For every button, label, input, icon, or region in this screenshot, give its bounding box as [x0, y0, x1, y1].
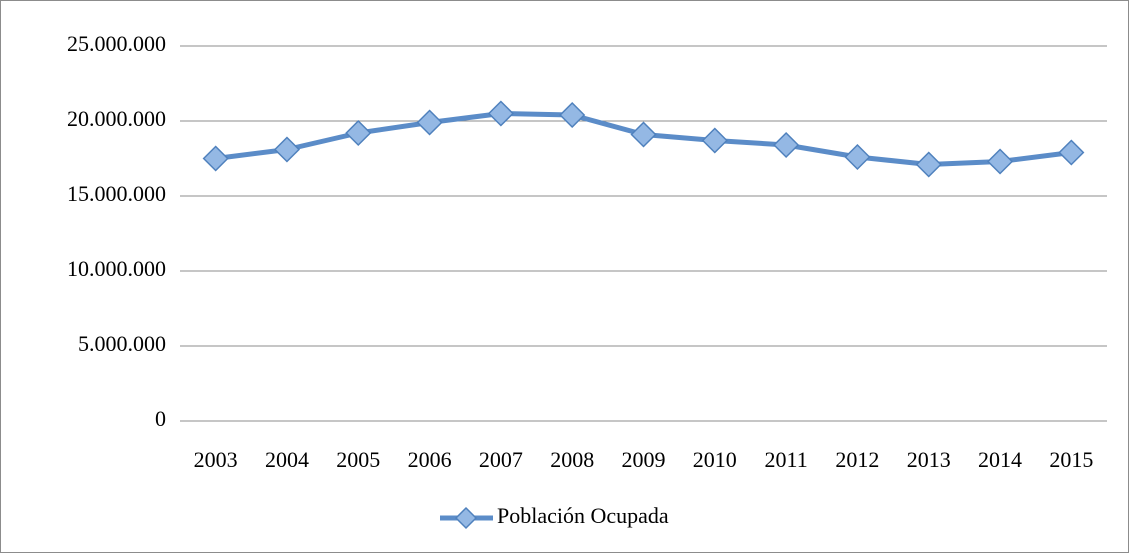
legend-label: Población Ocupada	[497, 503, 669, 528]
point-marker	[487, 100, 514, 127]
x-tick-label: 2014	[978, 447, 1022, 472]
y-tick-label: 5.000.000	[78, 331, 166, 356]
point-marker	[773, 131, 800, 159]
x-tick-label: 2011	[765, 447, 808, 472]
y-tick-label: 15.000.000	[67, 181, 166, 206]
point-marker	[273, 136, 301, 163]
x-tick-label: 2008	[550, 447, 594, 472]
x-tick-label: 2013	[907, 447, 951, 472]
point-marker	[202, 145, 229, 172]
point-marker	[416, 109, 443, 136]
x-tick-label: 2003	[194, 447, 238, 472]
point-marker	[986, 148, 1014, 175]
y-tick-label: 25.000.000	[67, 31, 166, 56]
x-tick-label: 2010	[693, 447, 737, 472]
x-tick-label: 2005	[336, 447, 380, 472]
x-tick-label: 2015	[1049, 447, 1093, 472]
point-marker	[844, 143, 871, 171]
y-tick-label: 0	[155, 406, 166, 431]
y-tick-label: 10.000.000	[67, 256, 166, 281]
y-tick-label: 20.000.000	[67, 106, 166, 131]
x-tick-label: 2007	[479, 447, 523, 472]
x-tick-label: 2004	[265, 447, 309, 472]
x-tick-label: 2006	[408, 447, 452, 472]
x-tick-label: 2009	[622, 447, 666, 472]
x-tick-label: 2012	[835, 447, 879, 472]
point-marker	[1058, 139, 1085, 166]
point-marker	[915, 151, 942, 178]
legend-marker	[454, 506, 478, 530]
point-marker	[345, 119, 372, 147]
point-marker	[701, 127, 728, 154]
point-marker	[630, 121, 657, 148]
point-marker	[559, 101, 586, 129]
